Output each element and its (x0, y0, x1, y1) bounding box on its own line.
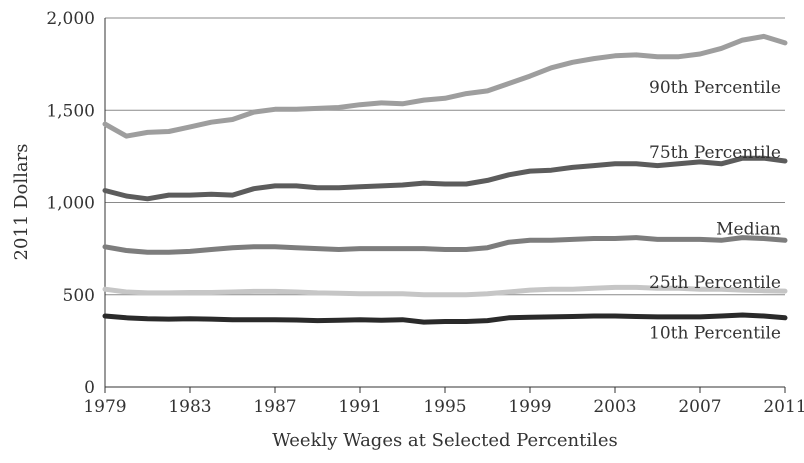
y-tick-label: 1,000 (46, 194, 95, 214)
series-label-25th-percentile: 25th Percentile (649, 273, 781, 293)
series-label-median: Median (716, 219, 781, 239)
x-tick-label: 2007 (678, 397, 721, 417)
x-tick-label: 1983 (168, 397, 211, 417)
series-label-75th-percentile: 75th Percentile (649, 143, 781, 163)
x-tick-label: 1987 (253, 397, 296, 417)
x-tick-label: 2011 (763, 397, 804, 417)
series-lines (102, 33, 788, 325)
y-tick-label: 500 (63, 286, 95, 306)
x-tick-labels: 1979 1983 1987 1991 1995 1999 2003 2007 2011 (83, 387, 804, 417)
y-tick-label: 0 (84, 378, 95, 398)
y-tick-label: 1,500 (46, 101, 95, 121)
x-tick-label: 1999 (508, 397, 551, 417)
series-line-90th-percentile (102, 33, 788, 139)
x-axis-title: Weekly Wages at Selected Percentiles (272, 430, 618, 451)
x-tick-label: 1991 (338, 397, 381, 417)
series-line-25th-percentile (102, 284, 788, 298)
y-tick-labels: 0 500 1,000 1,500 2,000 (46, 9, 95, 398)
x-tick-label: 1995 (423, 397, 466, 417)
series-line-75th-percentile (102, 155, 788, 202)
x-tick-label: 2003 (593, 397, 636, 417)
y-tick-label: 2,000 (46, 9, 95, 29)
series-line-10th-percentile (102, 312, 788, 325)
series-label-10th-percentile: 10th Percentile (649, 324, 781, 344)
series-label-90th-percentile: 90th Percentile (649, 78, 781, 98)
y-axis-title: 2011 Dollars (11, 144, 32, 261)
x-tick-label: 1979 (83, 397, 126, 417)
series-labels: 90th Percentile 75th Percentile Median 25th… (649, 78, 781, 343)
series-line-median (102, 235, 788, 255)
